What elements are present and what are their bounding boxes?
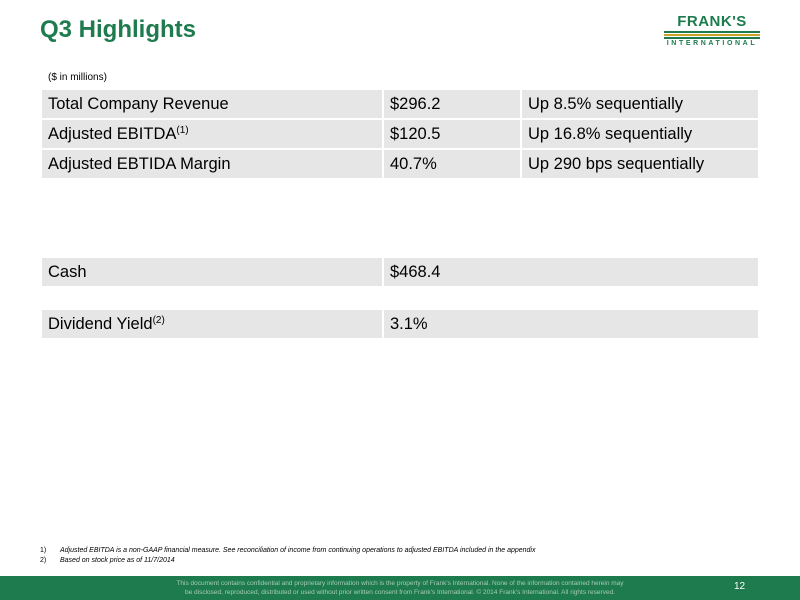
metric-label: Total Company Revenue: [42, 90, 382, 118]
highlights-table: Total Company Revenue $296.2 Up 8.5% seq…: [40, 88, 760, 180]
metric-change: Up 8.5% sequentially: [522, 90, 758, 118]
footnote: 1) Adjusted EBITDA is a non-GAAP financia…: [40, 546, 535, 556]
footnote-text: Based on stock price as of 11/7/2014: [60, 557, 175, 564]
table-row: Dividend Yield(2) 3.1%: [42, 310, 758, 338]
metric-value: $120.5: [384, 120, 520, 148]
cash-table: Cash $468.4: [40, 256, 760, 288]
dividend-label: Dividend Yield(2): [42, 310, 382, 338]
metric-change: Up 290 bps sequentially: [522, 150, 758, 178]
footnote-number: 2): [40, 557, 47, 564]
metric-label: Adjusted EBTIDA Margin: [42, 150, 382, 178]
footnote-number: 1): [40, 547, 47, 554]
table-row: Adjusted EBITDA(1) $120.5 Up 16.8% seque…: [42, 120, 758, 148]
page-title: Q3 Highlights: [40, 16, 196, 43]
company-logo: FRANK'S INTERNATIONAL: [664, 14, 760, 48]
notice-line: This document contains confidential and …: [176, 580, 624, 587]
metric-value: 40.7%: [384, 150, 520, 178]
footer-bar: This document contains confidential and …: [0, 576, 800, 600]
page-number: 12: [734, 581, 746, 592]
footnotes: 1) Adjusted EBITDA is a non-GAAP financia…: [40, 546, 535, 566]
cash-value: $468.4: [384, 258, 758, 286]
confidentiality-notice: This document contains confidential and …: [160, 579, 640, 597]
logo-wordmark: FRANK'S: [677, 13, 747, 30]
logo-stripes: [664, 31, 760, 40]
units-note: ($ in millions): [48, 72, 107, 83]
cash-label: Cash: [42, 258, 382, 286]
metric-label: Adjusted EBITDA(1): [42, 120, 382, 148]
logo-subtitle: INTERNATIONAL: [666, 40, 758, 47]
table-row: Cash $468.4: [42, 258, 758, 286]
metric-change: Up 16.8% sequentially: [522, 120, 758, 148]
metric-value: $296.2: [384, 90, 520, 118]
notice-line: be disclosed, reproduced, distributed or…: [185, 589, 615, 596]
table-row: Adjusted EBTIDA Margin 40.7% Up 290 bps …: [42, 150, 758, 178]
footnote-text: Adjusted EBITDA is a non-GAAP financial …: [60, 547, 536, 554]
table-row: Total Company Revenue $296.2 Up 8.5% seq…: [42, 90, 758, 118]
footnote: 2) Based on stock price as of 11/7/2014: [40, 556, 535, 566]
dividend-table: Dividend Yield(2) 3.1%: [40, 308, 760, 340]
dividend-value: 3.1%: [384, 310, 758, 338]
